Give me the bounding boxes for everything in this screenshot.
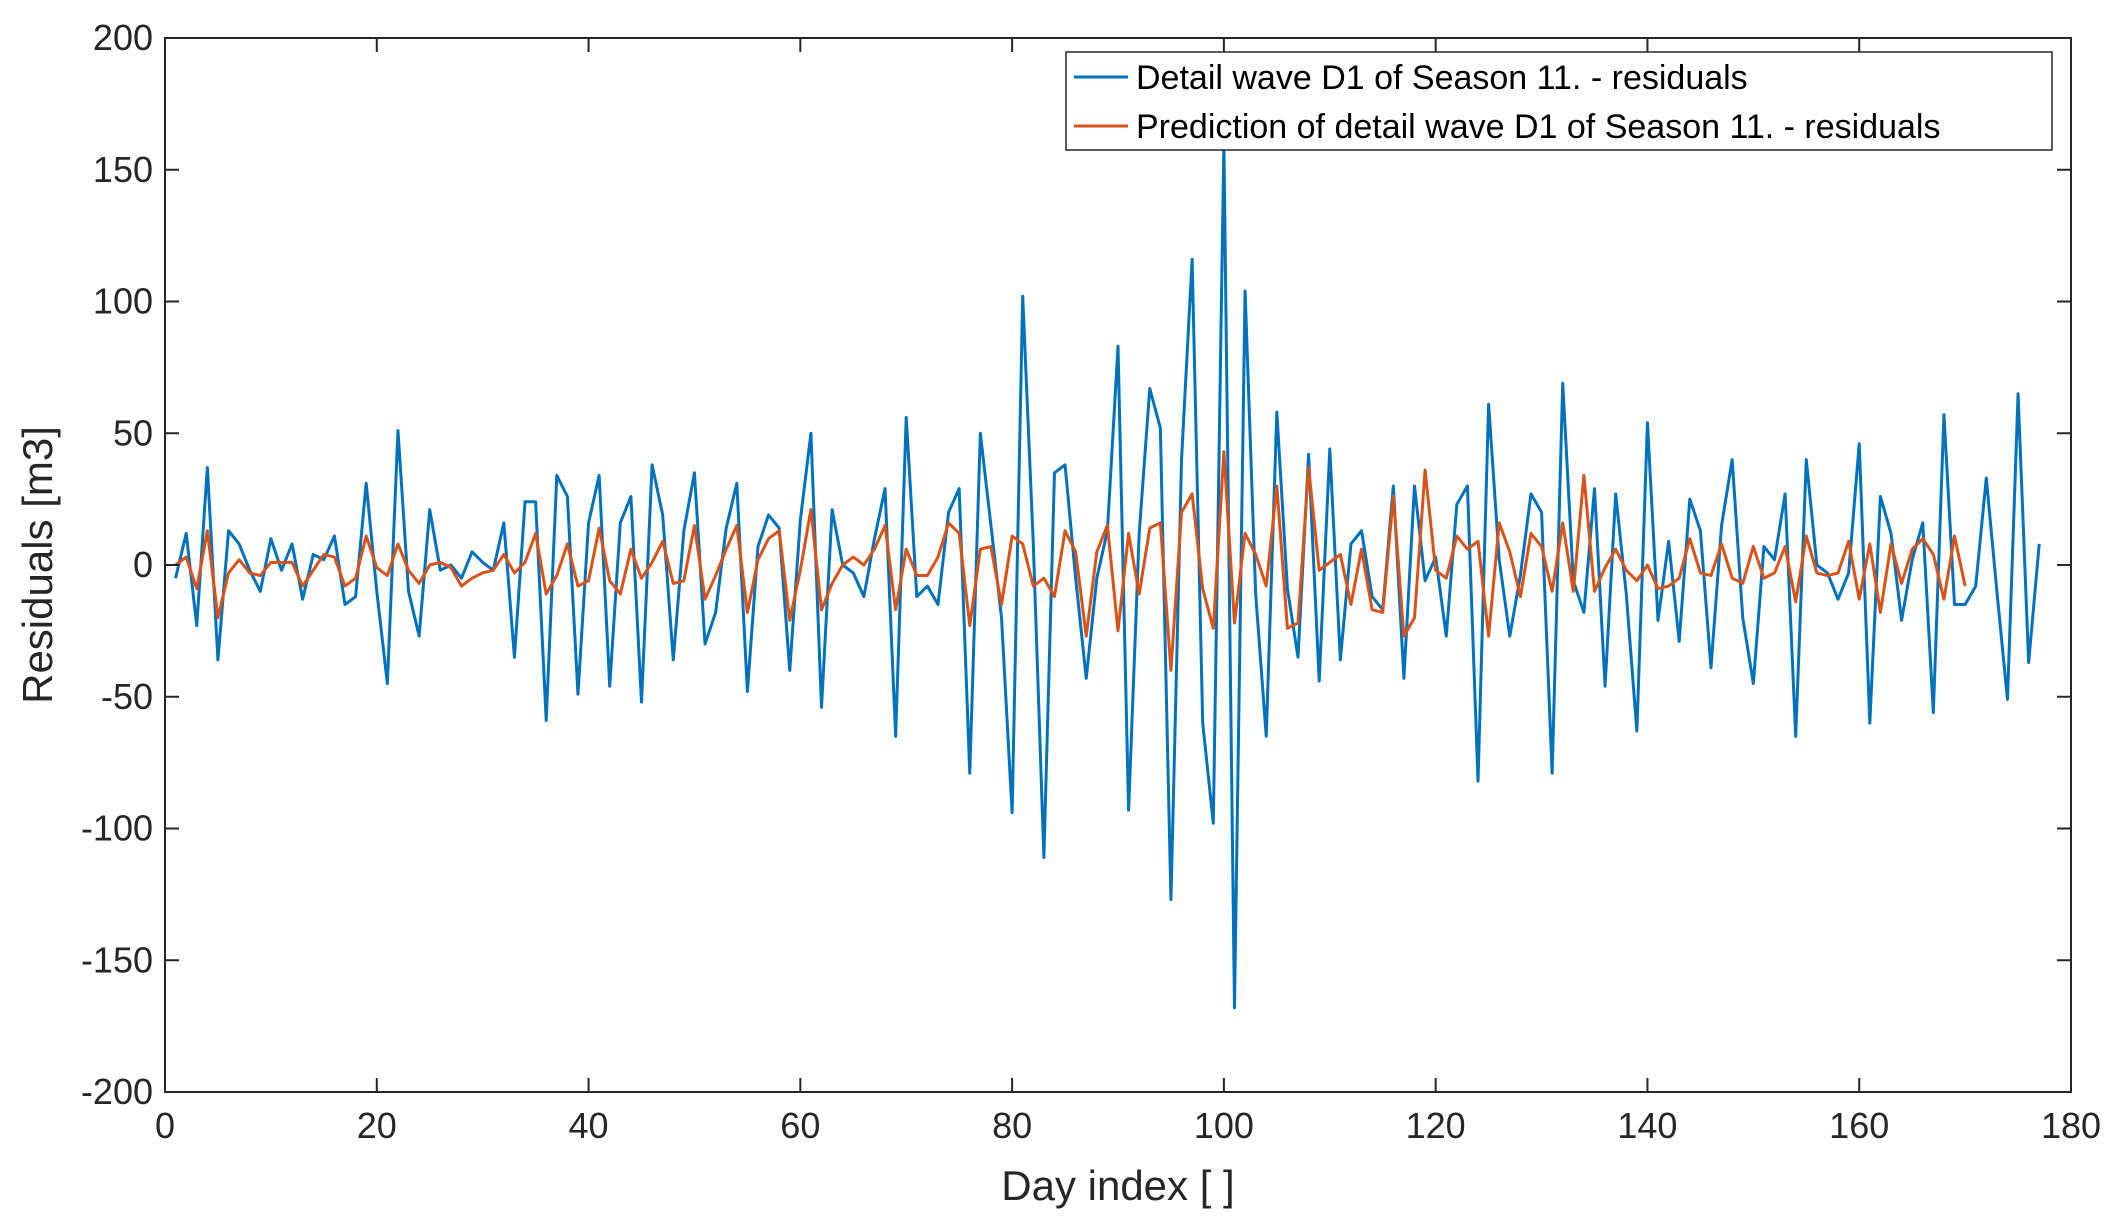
y-axis-title: Residuals [m3] — [14, 426, 61, 704]
y-tick-label: -100 — [81, 808, 153, 849]
legend-box — [1065, 51, 2053, 151]
x-axis-title: Day index [ ] — [1001, 1162, 1234, 1209]
y-tick-label: -50 — [101, 676, 153, 717]
x-tick-label: 160 — [1829, 1105, 1889, 1146]
legend: Detail wave D1 of Season 11. - residuals… — [1065, 51, 2053, 151]
x-tick-label: 80 — [992, 1105, 1032, 1146]
x-tick-label: 20 — [357, 1105, 397, 1146]
legend-label-prediction: Prediction of detail wave D1 of Season 1… — [1136, 108, 1940, 146]
x-tick-label: 0 — [155, 1105, 175, 1146]
plot-area — [165, 38, 2071, 1092]
x-tick-label: 60 — [780, 1105, 820, 1146]
series-line-prediction — [174, 450, 1967, 672]
x-tick-label: 120 — [1406, 1105, 1466, 1146]
y-axis-ticks: -200 -150 -100 -50 0 50 100 150 200 — [81, 17, 2071, 1112]
x-tick-label: 180 — [2041, 1105, 2101, 1146]
y-tick-label: 200 — [93, 17, 153, 58]
x-tick-label: 100 — [1194, 1105, 1254, 1146]
legend-label-detail: Detail wave D1 of Season 11. - residuals — [1136, 59, 1748, 97]
y-tick-label: -200 — [81, 1071, 153, 1112]
y-tick-label: 150 — [93, 149, 153, 190]
x-tick-label: 40 — [569, 1105, 609, 1146]
y-tick-label: -150 — [81, 939, 153, 980]
y-tick-label: 100 — [93, 281, 153, 322]
y-tick-label: 0 — [133, 544, 153, 585]
x-axis-ticks: 0 20 40 60 80 100 120 140 160 180 — [155, 38, 2101, 1146]
x-tick-label: 140 — [1617, 1105, 1677, 1146]
y-tick-label: 50 — [113, 412, 153, 453]
series-layer — [174, 141, 2041, 1010]
